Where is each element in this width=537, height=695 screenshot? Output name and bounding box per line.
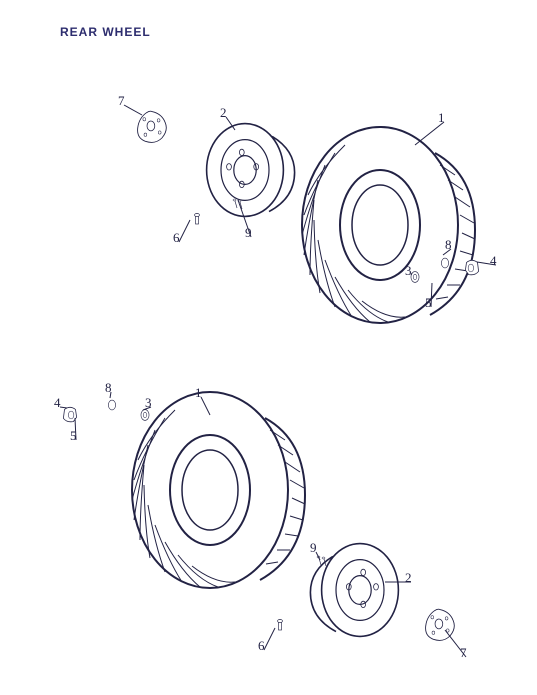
part-ring_b xyxy=(108,400,115,410)
callout-c2a: 2 xyxy=(220,105,227,121)
part-cap_a xyxy=(138,111,167,142)
parts-layer xyxy=(0,0,537,695)
callout-c9b: 9 xyxy=(310,540,317,556)
callout-c7b: 7 xyxy=(460,645,467,661)
leader-c4b xyxy=(60,407,67,408)
callout-c4a: 4 xyxy=(490,253,497,269)
callout-c1a: 1 xyxy=(438,110,445,126)
callout-c3b: 3 xyxy=(145,395,152,411)
callout-c1b: 1 xyxy=(195,385,202,401)
leader-c7a xyxy=(124,105,142,115)
callout-c4b: 4 xyxy=(54,395,61,411)
callout-c5b: 5 xyxy=(70,428,77,444)
diagram-page: { "title": { "text": "REAR WHEEL", "x": … xyxy=(0,0,537,695)
callout-c6b: 6 xyxy=(258,638,265,654)
part-tire_b xyxy=(132,392,305,588)
part-bolt_a xyxy=(195,214,200,225)
callout-c3a: 3 xyxy=(405,263,412,279)
callout-c2b: 2 xyxy=(405,570,412,586)
part-nut_a xyxy=(465,260,478,275)
part-rim_a xyxy=(207,124,295,217)
leader-c6a xyxy=(179,220,190,242)
leader-c6b xyxy=(264,628,275,650)
part-washer_b xyxy=(141,410,149,421)
callout-c8a: 8 xyxy=(445,237,452,253)
callout-c6a: 6 xyxy=(173,230,180,246)
part-bolt_b xyxy=(278,620,283,631)
callout-c8b: 8 xyxy=(105,380,112,396)
callout-c9a: 9 xyxy=(245,225,252,241)
callout-c7a: 7 xyxy=(118,93,125,109)
part-tire_a xyxy=(302,127,475,323)
callout-c5a: 5 xyxy=(425,295,432,311)
